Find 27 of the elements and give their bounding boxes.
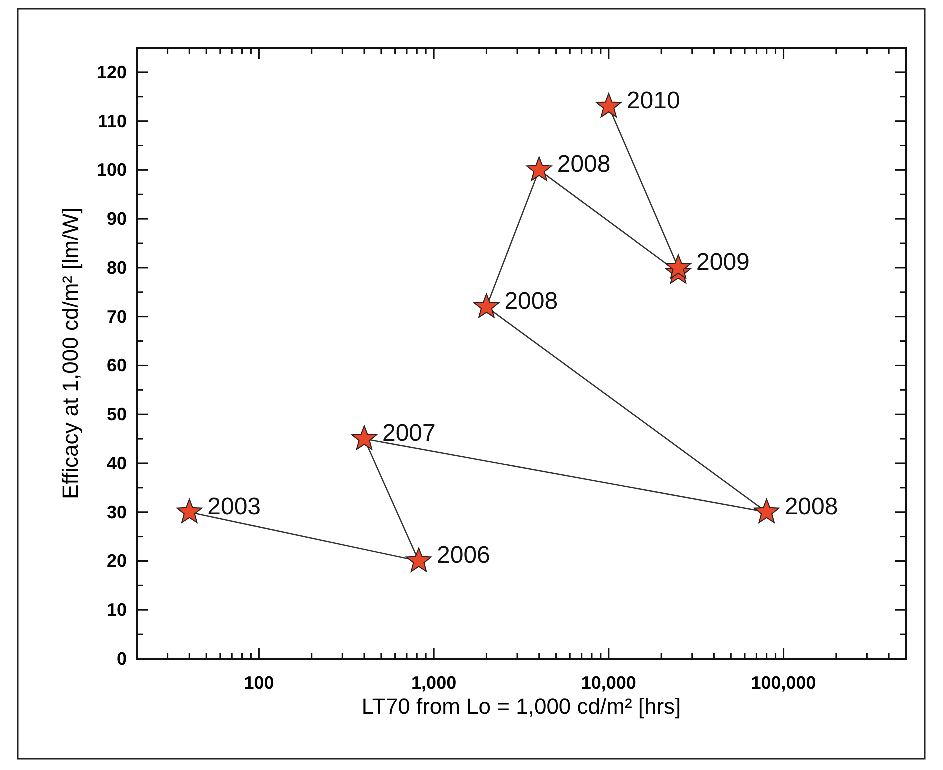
annotation: 2009 — [696, 248, 750, 276]
y-axis-title: Efficacy at 1,000 cd/m² [lm/W] — [58, 208, 83, 500]
y-tick-label: 80 — [106, 258, 127, 278]
x-tick-label: 100 — [244, 673, 274, 693]
x-tick-label: 100,000 — [751, 673, 816, 693]
annotation: 2008 — [784, 493, 838, 520]
x-tick-label: 10,000 — [581, 673, 636, 693]
x-tick-label: 1,000 — [412, 673, 457, 693]
y-tick-label: 70 — [106, 306, 127, 327]
y-tick-label: 10 — [106, 600, 127, 620]
x-axis-title: LT70 from Lo = 1,000 cd/m² [hrs] — [362, 694, 682, 719]
annotation: 2006 — [437, 542, 490, 570]
y-tick-label: 110 — [98, 111, 127, 132]
y-tick-label: 60 — [106, 356, 127, 376]
y-tick-label: 120 — [96, 62, 127, 82]
annotation: 2008 — [557, 151, 611, 178]
y-tick-label: 20 — [106, 551, 127, 572]
y-tick-label: 0 — [116, 649, 127, 669]
y-tick-label: 100 — [96, 160, 127, 180]
annotation: 2010 — [626, 88, 680, 115]
y-tick-label: 40 — [106, 453, 127, 474]
y-tick-label: 50 — [106, 404, 127, 425]
annotation: 2007 — [382, 420, 436, 448]
annotation: 2008 — [504, 288, 558, 316]
annotation: 2003 — [208, 493, 262, 520]
y-tick-label: 30 — [106, 502, 127, 522]
y-tick-label: 90 — [106, 209, 127, 230]
